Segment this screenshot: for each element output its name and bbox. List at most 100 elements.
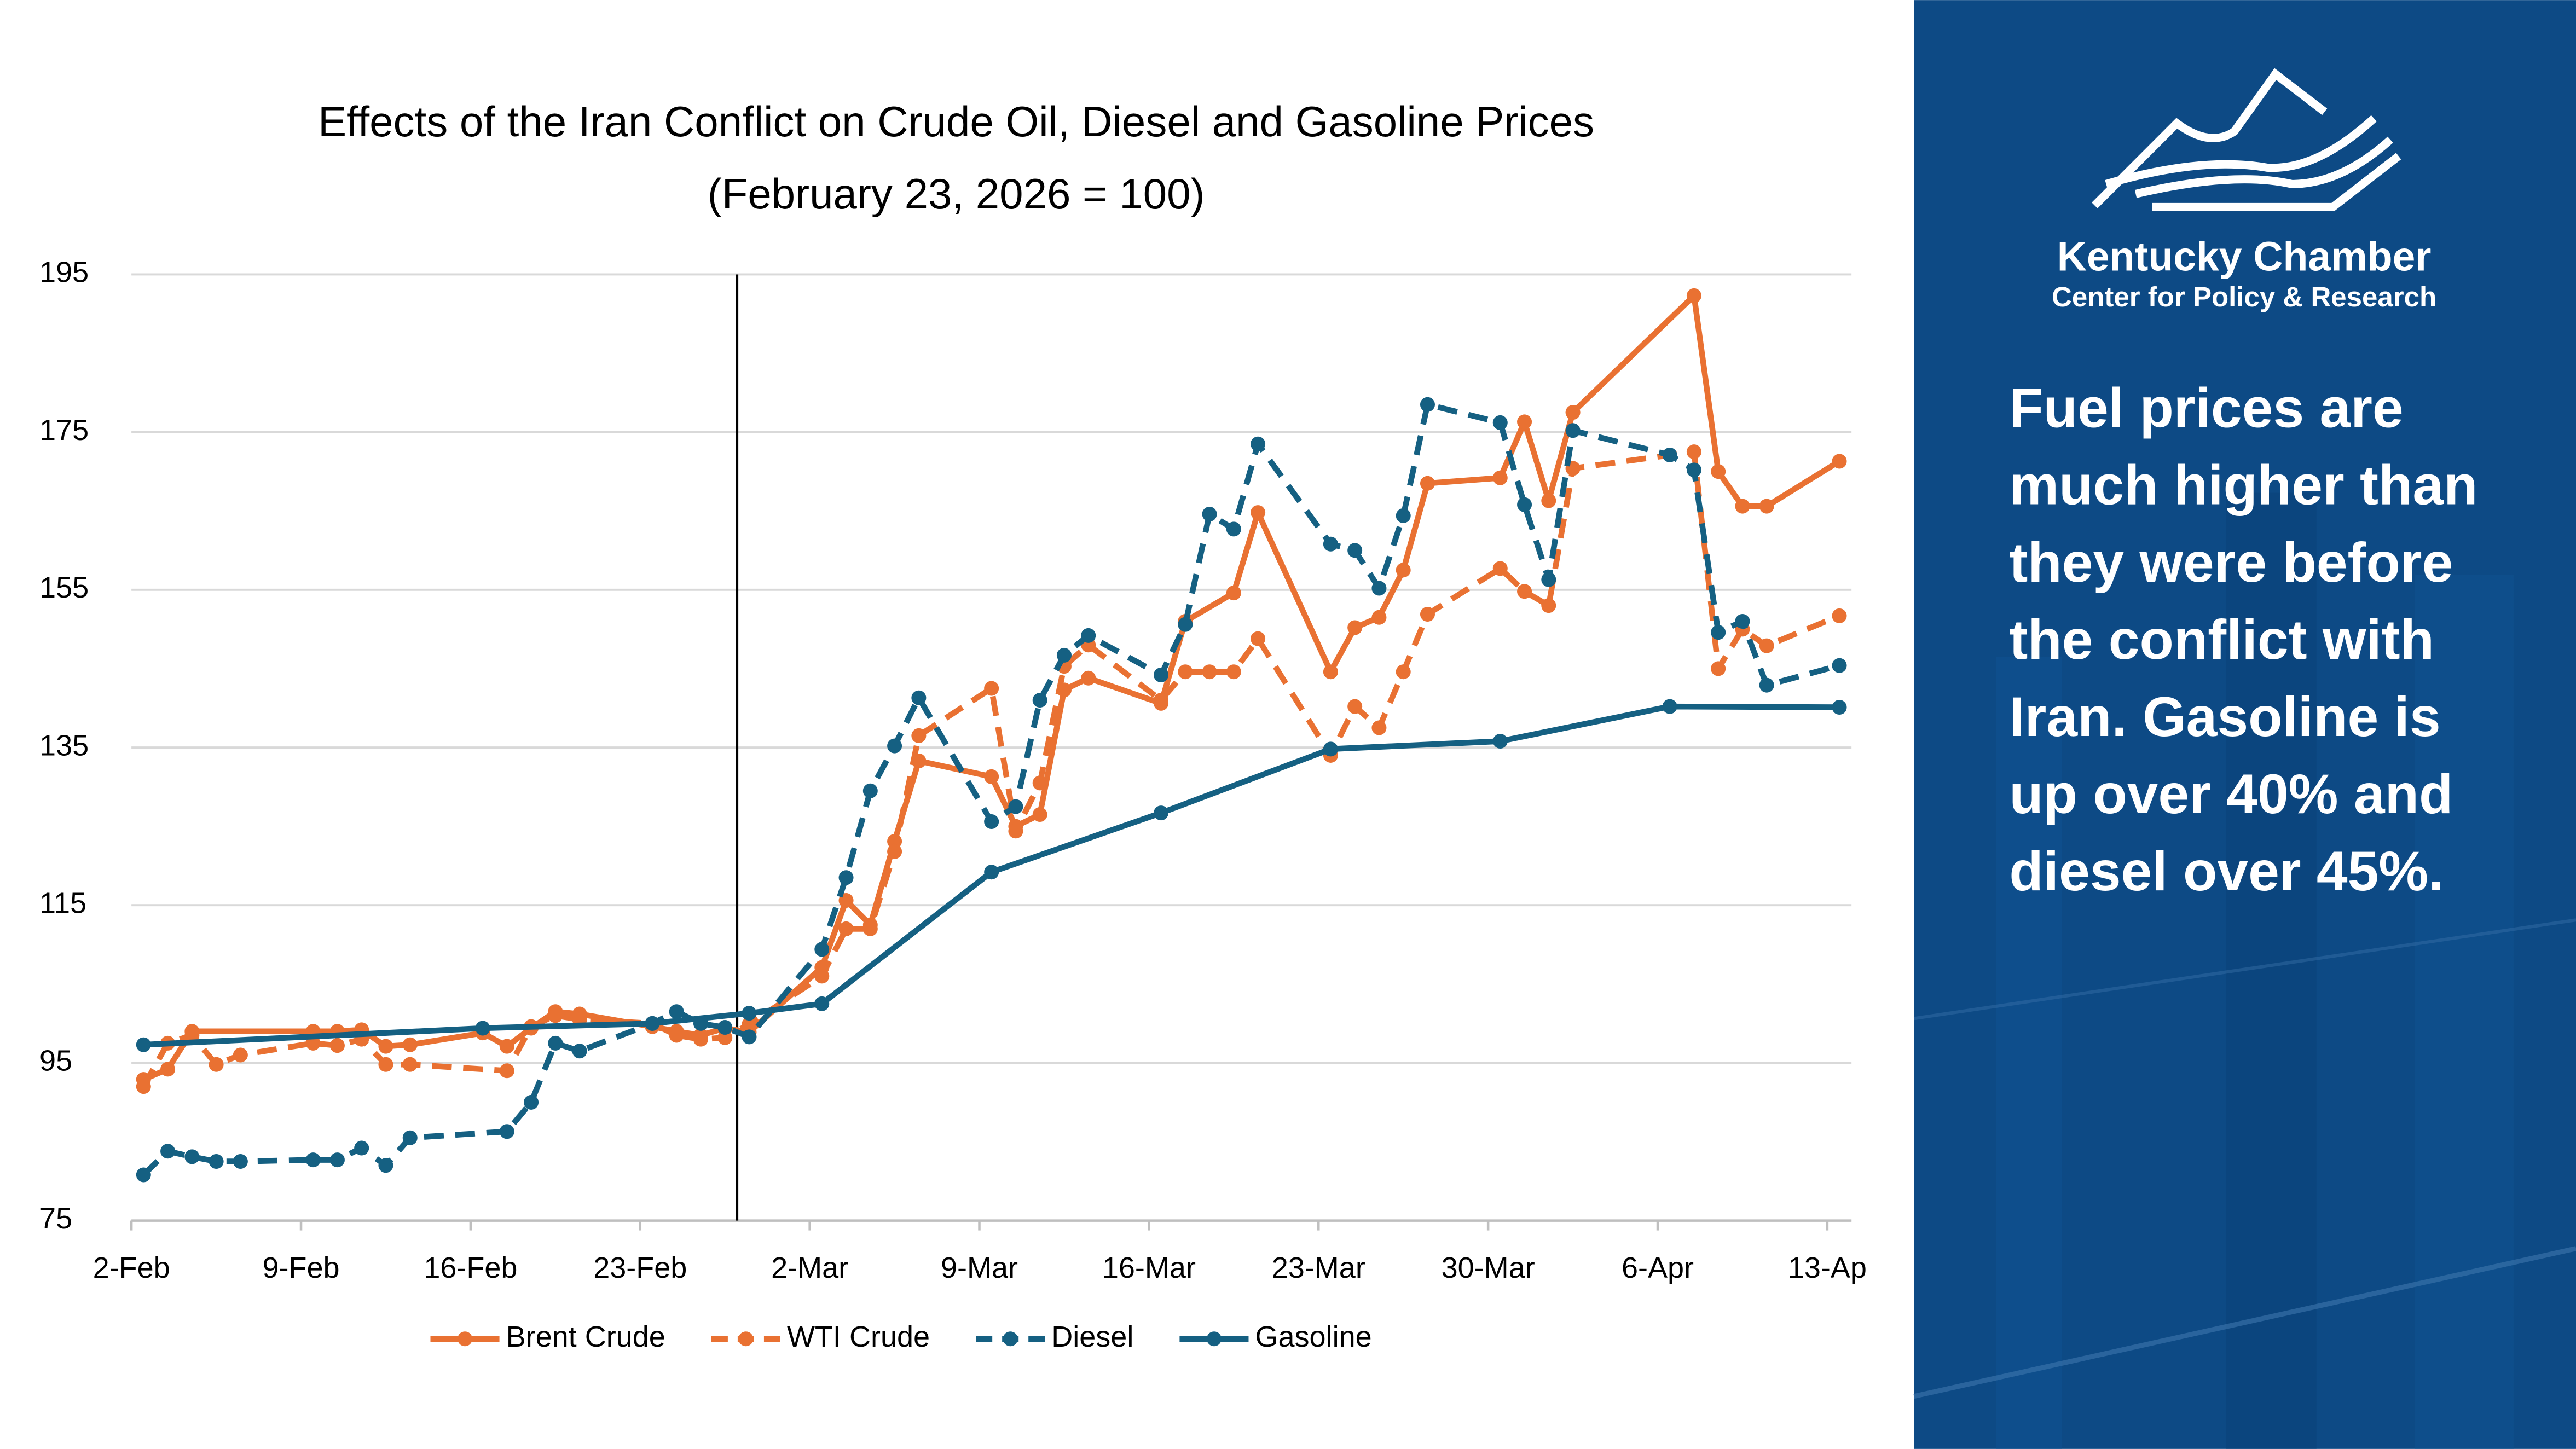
logo-wave xyxy=(2152,153,2401,211)
data-point xyxy=(209,1057,224,1072)
data-point xyxy=(1735,499,1750,514)
legend-label: Gasoline xyxy=(1255,1320,1371,1353)
data-point xyxy=(1832,700,1847,715)
x-tick-label: 16-Feb xyxy=(424,1251,517,1284)
data-point xyxy=(402,1057,418,1072)
data-point xyxy=(233,1154,248,1169)
data-point xyxy=(378,1039,393,1054)
data-point xyxy=(1081,628,1096,643)
data-point xyxy=(1371,720,1387,735)
data-point xyxy=(862,921,878,936)
x-tick-label: 2-Feb xyxy=(93,1251,170,1284)
data-point xyxy=(1396,563,1411,578)
data-point xyxy=(862,783,878,798)
data-point xyxy=(475,1021,490,1036)
data-point xyxy=(1832,608,1847,623)
y-tick-label: 95 xyxy=(39,1045,72,1077)
data-point xyxy=(1396,664,1411,680)
legend-label: Brent Crude xyxy=(506,1320,665,1353)
data-point xyxy=(1686,288,1701,303)
data-point xyxy=(1081,670,1096,686)
data-point xyxy=(1541,598,1556,613)
legend: Brent Crude WTI Crude Diesel Gasoline xyxy=(430,1320,1372,1353)
data-point xyxy=(911,728,927,743)
data-point xyxy=(499,1039,514,1054)
data-point xyxy=(1492,470,1508,485)
data-point xyxy=(1154,693,1169,708)
data-point xyxy=(1008,824,1023,839)
message-line: much higher than xyxy=(2009,454,2477,517)
data-point xyxy=(1492,415,1508,430)
data-point xyxy=(1662,699,1677,714)
x-tick-label: 2-Mar xyxy=(771,1251,848,1284)
data-point xyxy=(1154,667,1169,682)
y-tick-label: 175 xyxy=(39,414,89,447)
logo-wave xyxy=(2134,136,2393,198)
data-point xyxy=(1832,658,1847,673)
data-point xyxy=(305,1152,321,1168)
chart-title: Effects of the Iran Conflict on Crude Oi… xyxy=(318,97,1594,146)
data-point xyxy=(209,1154,224,1169)
data-point xyxy=(548,1035,563,1051)
data-point xyxy=(1565,423,1581,438)
data-point xyxy=(1202,507,1217,522)
data-point xyxy=(184,1028,200,1043)
panel-decor xyxy=(1913,1246,2576,1399)
data-point xyxy=(329,1152,345,1168)
data-point xyxy=(1347,543,1363,558)
data-point xyxy=(329,1038,345,1053)
data-point xyxy=(838,870,854,885)
data-point xyxy=(742,1017,757,1032)
data-point xyxy=(1323,664,1338,680)
x-tick-label: 13-Ap xyxy=(1788,1251,1867,1284)
data-point xyxy=(984,814,999,829)
data-point xyxy=(1541,572,1556,587)
data-point xyxy=(742,1006,757,1021)
org-subtitle: Center for Policy & Research xyxy=(2052,281,2436,312)
data-point xyxy=(402,1037,418,1052)
data-point xyxy=(1517,497,1532,512)
data-point xyxy=(669,1004,684,1019)
data-point xyxy=(1251,436,1266,451)
data-point xyxy=(1759,677,1774,693)
x-tick-label: 23-Feb xyxy=(593,1251,687,1284)
data-point xyxy=(1686,444,1701,460)
data-point xyxy=(1178,617,1193,632)
data-point xyxy=(1759,499,1774,514)
data-point xyxy=(1347,699,1363,714)
x-tick-label: 30-Mar xyxy=(1442,1251,1535,1284)
x-tick-label: 9-Mar xyxy=(941,1251,1018,1284)
panel-decor xyxy=(1913,918,2576,1021)
data-point xyxy=(1202,664,1217,680)
message-line: they were before xyxy=(2009,531,2453,594)
panel-decor xyxy=(1996,657,2062,1449)
data-point xyxy=(1492,561,1508,576)
data-point xyxy=(1420,397,1435,412)
message-line: up over 40% and xyxy=(2009,763,2453,825)
data-point xyxy=(1371,581,1387,596)
data-point xyxy=(984,681,999,696)
data-point xyxy=(499,1063,514,1079)
data-point xyxy=(136,1079,151,1094)
data-point xyxy=(814,969,830,984)
org-name: Kentucky Chamber xyxy=(2057,233,2432,279)
panel-decor xyxy=(2226,492,2317,1449)
data-point xyxy=(1226,521,1241,537)
data-point xyxy=(184,1149,200,1164)
data-point xyxy=(814,996,830,1011)
data-point xyxy=(160,1144,176,1159)
data-point xyxy=(1008,799,1023,814)
data-point xyxy=(1226,664,1241,680)
data-point xyxy=(136,1037,151,1052)
plot-area: 75 95 115 135 155 175 195 2-Feb 9-Feb 16-Feb 23-Fe… xyxy=(39,256,1867,1284)
message-line: the conflict with xyxy=(2009,608,2434,671)
data-point xyxy=(1759,638,1774,653)
message-line: Fuel prices are xyxy=(2009,377,2403,439)
data-point xyxy=(233,1047,248,1063)
data-point xyxy=(1154,805,1169,821)
data-point xyxy=(1735,613,1750,629)
data-point xyxy=(1226,586,1241,601)
data-point xyxy=(524,1094,539,1110)
